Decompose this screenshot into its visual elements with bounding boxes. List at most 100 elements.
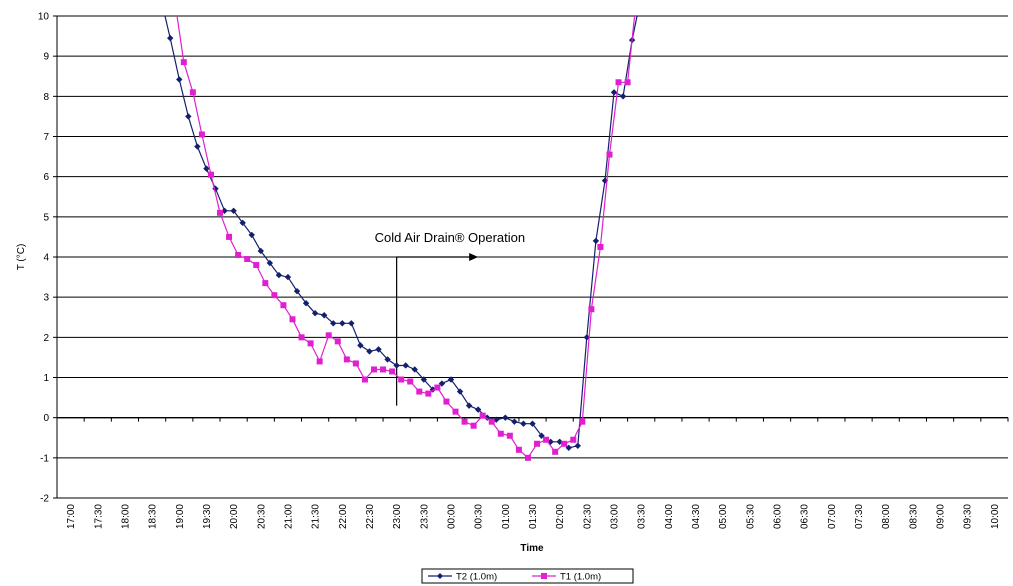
y-tick-label: 6 bbox=[43, 172, 49, 183]
data-point bbox=[407, 378, 414, 385]
y-tick-label: 8 bbox=[43, 92, 49, 103]
data-point bbox=[461, 418, 468, 425]
x-tick-label: 22:00 bbox=[338, 504, 349, 529]
x-tick-label: 00:30 bbox=[474, 504, 485, 529]
data-point bbox=[479, 412, 486, 419]
data-point bbox=[470, 422, 477, 429]
x-tick-label: 07:30 bbox=[854, 504, 865, 529]
y-axis-title: T (°C) bbox=[16, 244, 27, 271]
x-tick-label: 01:00 bbox=[501, 504, 512, 529]
data-point bbox=[217, 209, 224, 216]
data-point bbox=[167, 34, 174, 42]
data-point bbox=[207, 171, 214, 178]
x-tick-label: 21:30 bbox=[311, 504, 322, 529]
axes bbox=[53, 15, 1009, 499]
data-point bbox=[302, 299, 310, 307]
x-tick-label: 19:00 bbox=[175, 504, 186, 529]
y-tick-label: -1 bbox=[40, 453, 49, 464]
y-tick-label: 4 bbox=[43, 253, 49, 264]
x-tick-label: 07:00 bbox=[827, 504, 838, 529]
data-point bbox=[552, 448, 559, 455]
data-point bbox=[357, 342, 364, 349]
data-point bbox=[298, 334, 305, 341]
y-tick-label: 9 bbox=[43, 52, 49, 63]
x-tick-label: 03:00 bbox=[610, 504, 621, 529]
data-point bbox=[398, 376, 405, 383]
data-point bbox=[361, 376, 368, 383]
data-point bbox=[565, 444, 572, 451]
data-point bbox=[434, 384, 441, 391]
data-point bbox=[158, 0, 164, 3]
x-axis-title: Time bbox=[520, 543, 544, 554]
data-point bbox=[235, 251, 242, 258]
y-tick-label: 10 bbox=[38, 12, 50, 23]
data-point bbox=[371, 366, 377, 373]
data-point bbox=[488, 418, 495, 425]
data-point bbox=[348, 320, 355, 327]
data-point bbox=[176, 76, 183, 83]
data-point bbox=[248, 231, 255, 239]
x-tick-labels: 17:00 17:30 18:00 18:30 19:00 19:30 20:00 20:30… bbox=[66, 504, 1001, 529]
annotation-group: Cold Air Drain® Operation bbox=[375, 230, 525, 406]
data-point bbox=[293, 287, 301, 295]
data-point bbox=[172, 0, 178, 3]
x-tick-label: 20:00 bbox=[229, 504, 240, 529]
legend: T2 (1.0m) T1 (1.0m) bbox=[421, 568, 634, 584]
data-point bbox=[180, 59, 187, 66]
y-tick-label: 3 bbox=[43, 293, 49, 304]
data-point bbox=[615, 79, 622, 86]
data-point bbox=[280, 302, 287, 309]
y-tick-label: -2 bbox=[40, 494, 49, 505]
x-tick-label: 17:30 bbox=[93, 504, 104, 529]
data-point bbox=[474, 406, 482, 413]
data-point bbox=[244, 256, 251, 263]
data-point bbox=[380, 366, 387, 373]
x-tick-label: 17:00 bbox=[66, 504, 77, 529]
data-point bbox=[339, 320, 346, 327]
data-point bbox=[583, 334, 591, 341]
x-tick-label: 18:00 bbox=[120, 504, 131, 529]
annotation-label: Cold Air Drain® Operation bbox=[375, 230, 525, 245]
x-tick-label: 23:30 bbox=[419, 504, 430, 529]
data-point bbox=[452, 408, 459, 415]
data-point bbox=[592, 237, 600, 245]
x-tick-label: 18:30 bbox=[148, 504, 159, 529]
data-point bbox=[330, 320, 337, 327]
x-tick-label: 05:00 bbox=[718, 504, 729, 529]
data-point bbox=[597, 243, 604, 250]
data-point bbox=[534, 440, 541, 447]
data-point bbox=[194, 143, 201, 150]
data-point bbox=[311, 310, 319, 317]
grid-lines bbox=[57, 15, 1008, 459]
data-point bbox=[320, 312, 328, 319]
x-tick-label: 22:30 bbox=[365, 504, 376, 529]
series-line bbox=[176, 16, 636, 459]
data-point bbox=[307, 340, 314, 347]
data-point bbox=[275, 271, 283, 279]
data-point bbox=[497, 430, 504, 437]
data-point bbox=[393, 362, 400, 369]
data-point bbox=[253, 262, 260, 269]
data-point bbox=[226, 233, 233, 240]
x-tick-label: 04:30 bbox=[691, 504, 702, 529]
data-point bbox=[343, 356, 350, 363]
data-point bbox=[543, 436, 550, 443]
data-point bbox=[570, 436, 577, 443]
data-point bbox=[185, 113, 192, 120]
x-tick-label: 03:30 bbox=[637, 504, 648, 529]
x-tick-label: 02:30 bbox=[582, 504, 593, 529]
legend-marker bbox=[541, 573, 547, 579]
data-point bbox=[606, 151, 613, 158]
annotation-arrowhead bbox=[469, 253, 479, 261]
x-tick-label: 06:00 bbox=[773, 504, 784, 529]
data-point bbox=[352, 360, 359, 367]
data-point bbox=[316, 358, 323, 365]
legend-box bbox=[421, 568, 634, 584]
data-point bbox=[588, 306, 595, 313]
x-tick-label: 20:30 bbox=[256, 504, 267, 529]
x-tick-label: 01:30 bbox=[528, 504, 539, 529]
data-point bbox=[465, 402, 473, 409]
data-point bbox=[284, 273, 292, 281]
data-point bbox=[579, 418, 586, 425]
